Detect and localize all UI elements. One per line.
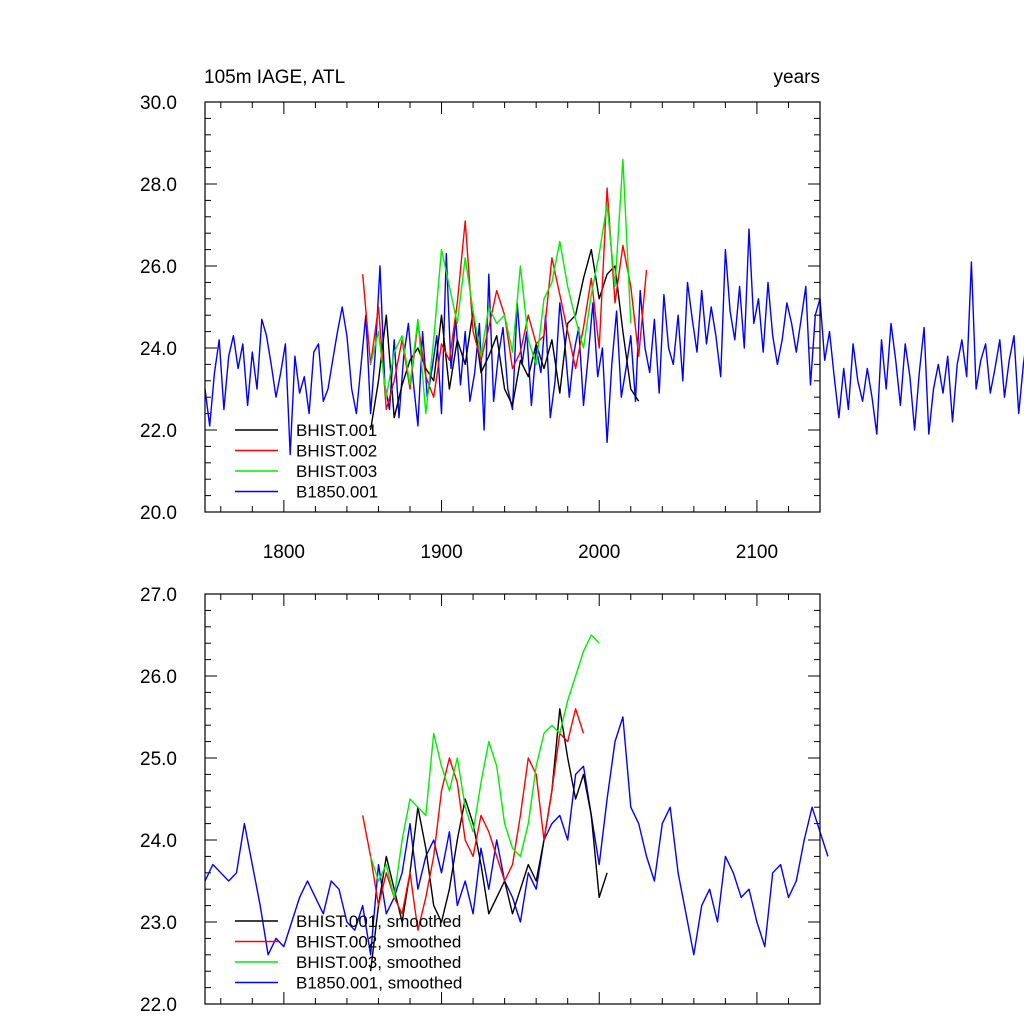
y-tick-label: 20.0	[140, 503, 177, 524]
chart-title: 105m IAGE, ATL	[204, 67, 345, 88]
plot-frame	[204, 101, 821, 513]
legend-item: B1850.001, smoothed	[235, 974, 462, 993]
y-tick-label: 24.0	[140, 831, 177, 852]
legend: BHIST.001 BHIST.002 BHIST.003 B1850.001	[235, 421, 378, 502]
legend-label: B1850.001, smoothed	[296, 974, 462, 993]
x-tick-label: 2100	[736, 542, 778, 563]
series-line-bhist-003	[369, 158, 632, 415]
legend-item: BHIST.003, smoothed	[235, 953, 461, 972]
x-tick-label: 1900	[420, 542, 462, 563]
series-line-b1850-001	[204, 716, 829, 956]
legend-item: BHIST.003	[235, 462, 377, 481]
series-lines	[204, 634, 829, 972]
x-tick-label: 2000	[578, 542, 620, 563]
y-tick-label: 23.0	[140, 913, 177, 934]
y-tick-label: 24.0	[140, 339, 177, 360]
y-tick-label: 30.0	[140, 93, 177, 114]
x-axis-labels: 1800 1900 2000 2100	[263, 542, 778, 563]
legend-label: BHIST.003	[296, 462, 377, 481]
y-tick-label: 22.0	[140, 995, 177, 1016]
y-tick-label: 27.0	[140, 585, 177, 606]
x-tick-label: 1800	[263, 542, 305, 563]
series-line-bhist-001	[369, 248, 640, 431]
legend-label: BHIST.001	[296, 421, 377, 440]
y-tick-label: 26.0	[140, 667, 177, 688]
series-line-b1850-001	[204, 228, 1024, 456]
legend-item: BHIST.002, smoothed	[235, 933, 461, 952]
legend-label: BHIST.002, smoothed	[296, 933, 461, 952]
legend-label: BHIST.001, smoothed	[296, 912, 461, 931]
y-tick-label: 26.0	[140, 257, 177, 278]
series-lines	[204, 158, 1024, 456]
legend-item: B1850.001	[235, 483, 378, 502]
legend-label: BHIST.002	[296, 442, 377, 461]
y-axis-labels: 20.0 22.0 24.0 26.0 28.0 30.0	[140, 93, 177, 524]
legend-label: BHIST.003, smoothed	[296, 953, 461, 972]
series-line-bhist-002	[362, 708, 585, 931]
y-tick-label: 28.0	[140, 175, 177, 196]
legend-item: BHIST.002	[235, 442, 377, 461]
plot-frame	[204, 593, 821, 1005]
units-label: years	[774, 67, 820, 88]
y-tick-label: 22.0	[140, 421, 177, 442]
iage-smoothed-panel: 22.0 23.0 24.0 25.0 26.0 27.0 BHIST.001,…	[140, 585, 829, 1016]
legend-item: BHIST.001	[235, 421, 377, 440]
iage-annual-panel: 105m IAGE, ATL years 20.0 22.0 24.0 26.0…	[140, 67, 1024, 563]
legend: BHIST.001, smoothed BHIST.002, smoothed …	[235, 912, 462, 993]
y-axis-labels: 22.0 23.0 24.0 25.0 26.0 27.0	[140, 585, 177, 1016]
series-line-bhist-003	[369, 634, 600, 899]
legend-label: B1850.001	[296, 483, 378, 502]
y-tick-label: 25.0	[140, 749, 177, 770]
legend-item: BHIST.001, smoothed	[235, 912, 461, 931]
